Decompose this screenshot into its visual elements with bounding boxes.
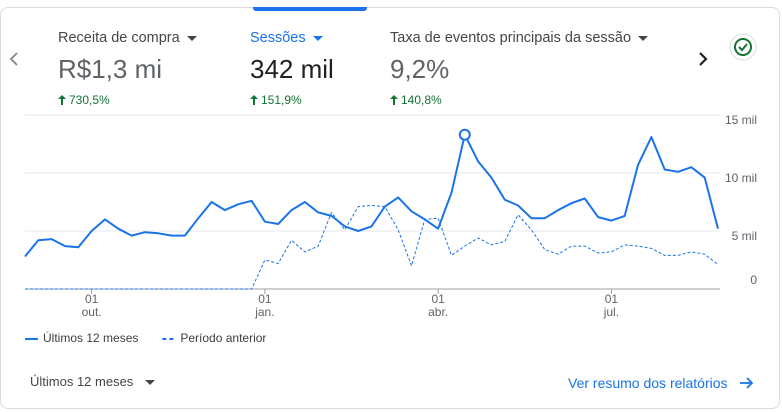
metric-label: Receita de compra [58, 30, 197, 46]
selected-indicator [253, 7, 367, 11]
metric-change-text: 730,5% [69, 93, 110, 107]
metric-change: 151,9% [250, 93, 334, 107]
metric-label: Sessões [250, 30, 334, 46]
legend-item: Últimos 12 meses [25, 330, 138, 345]
period-text: Últimos 12 meses [30, 374, 134, 389]
metric-value: 342 mil [250, 54, 334, 84]
x-tick-label: 01 jul. [603, 292, 619, 319]
legend-label: Últimos 12 meses [43, 330, 138, 345]
y-tick-label: 10 mil [725, 171, 757, 185]
metric-label-text: Taxa de eventos principais da sessão [390, 30, 632, 46]
card [0, 7, 780, 409]
metric-tab[interactable]: Sessões 342 mil 151,9% [250, 30, 334, 107]
y-tick-label: 0 [750, 273, 757, 287]
next-button[interactable] [697, 51, 709, 67]
highlight-point [458, 128, 471, 141]
report-link-text: Ver resumo dos relatórios [568, 375, 728, 391]
series-line [24, 133, 719, 258]
metric-label: Taxa de eventos principais da sessão [390, 30, 649, 46]
y-tick-label: 5 mil [732, 229, 757, 243]
metric-change-text: 151,9% [261, 93, 302, 107]
legend-label: Período anterior [180, 331, 266, 345]
x-tick-label: 01 abr. [428, 292, 448, 319]
y-tick-label: 15 mil [725, 113, 757, 127]
series-line [25, 205, 719, 290]
report-link[interactable]: Ver resumo dos relatórios [568, 375, 754, 391]
metric-change: 730,5% [58, 93, 197, 107]
metric-tab[interactable]: Taxa de eventos principais da sessão 9,2… [390, 30, 649, 107]
prev-button[interactable] [8, 51, 20, 67]
metric-change-text: 140,8% [401, 93, 442, 107]
metric-tab[interactable]: Receita de compra R$1,3 mi 730,5% [58, 30, 197, 107]
metric-label-text: Sessões [250, 30, 306, 46]
x-tick-label: 01 out. [82, 292, 102, 319]
x-tick-label: 01 jan. [254, 292, 274, 319]
metric-value: R$1,3 mi [58, 54, 163, 84]
period-selector[interactable]: Últimos 12 meses [30, 374, 156, 389]
metric-label-text: Receita de compra [58, 30, 180, 46]
status-icon [729, 33, 757, 61]
metric-change: 140,8% [390, 93, 648, 107]
legend-item: Período anterior [162, 331, 266, 345]
metric-value: 9,2% [390, 54, 450, 84]
